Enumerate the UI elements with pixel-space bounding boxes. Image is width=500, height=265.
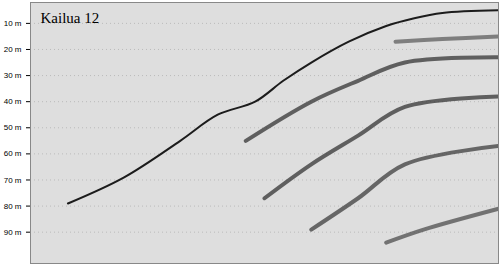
svg-text:Kailua 12: Kailua 12	[41, 10, 100, 26]
svg-text:70 m: 70 m	[4, 176, 22, 185]
svg-text:10 m: 10 m	[4, 19, 22, 28]
svg-text:60 m: 60 m	[4, 149, 22, 158]
svg-text:40 m: 40 m	[4, 97, 22, 106]
svg-text:50 m: 50 m	[4, 123, 22, 132]
svg-text:80 m: 80 m	[4, 202, 22, 211]
svg-text:30 m: 30 m	[4, 71, 22, 80]
svg-text:20 m: 20 m	[4, 45, 22, 54]
svg-text:90 m: 90 m	[4, 228, 22, 237]
